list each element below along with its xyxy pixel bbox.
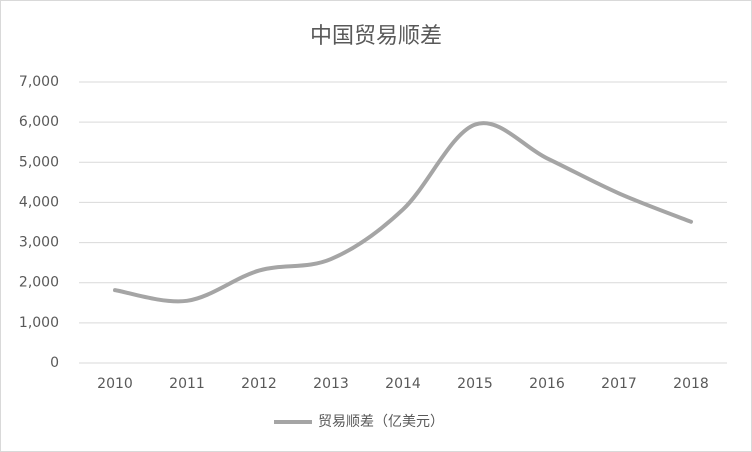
x-tick-label: 2010 — [97, 376, 133, 392]
legend-label: 贸易顺差（亿美元） — [318, 414, 444, 430]
y-tick-label: 0 — [50, 355, 59, 371]
line — [113, 121, 693, 304]
y-tick-label: 4,000 — [19, 194, 59, 210]
x-tick-label: 2016 — [529, 376, 565, 392]
x-tick-label: 2013 — [313, 376, 349, 392]
x-tick-label: 2018 — [673, 376, 709, 392]
y-tick-label: 2,000 — [19, 275, 59, 291]
chart-title: 中国贸易顺差 — [310, 24, 442, 49]
y-tick-label: 3,000 — [19, 235, 59, 251]
y-tick-label: 1,000 — [19, 315, 59, 331]
x-tick-label: 2017 — [601, 376, 637, 392]
x-tick-label: 2015 — [457, 376, 493, 392]
x-tick-label: 2012 — [241, 376, 277, 392]
y-tick-label: 5,000 — [19, 154, 59, 170]
y-tick-label: 6,000 — [19, 114, 59, 130]
x-tick-label: 2014 — [385, 376, 421, 392]
x-tick-label: 2011 — [169, 376, 205, 392]
y-tick-label: 7,000 — [19, 74, 59, 90]
